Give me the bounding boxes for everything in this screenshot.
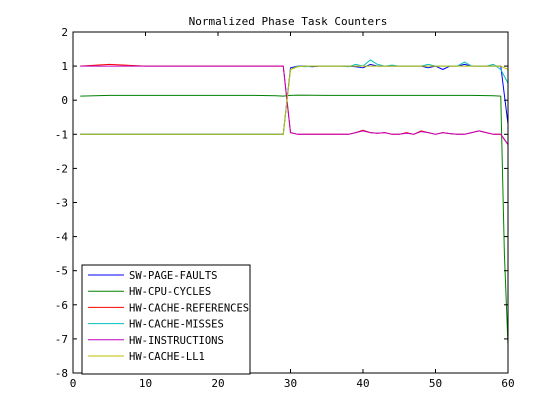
y-tick-label: -5 <box>55 265 68 278</box>
x-tick-label: 0 <box>70 377 77 390</box>
legend-label-hw-cache-references: HW-CACHE-REFERENCES <box>129 302 249 314</box>
series-line-hw-instructions <box>80 65 509 145</box>
x-tick-label: 30 <box>284 377 297 390</box>
y-tick-label: -8 <box>55 367 68 380</box>
x-tick-label: 50 <box>429 377 442 390</box>
legend-label-hw-cpu-cycles: HW-CPU-CYCLES <box>129 286 211 298</box>
legend-label-hw-instructions: HW-INSTRUCTIONS <box>129 335 224 347</box>
y-tick-label: 2 <box>61 26 68 39</box>
series-line-hw-cache-misses <box>80 59 509 135</box>
series-layer <box>80 59 509 346</box>
y-tick-label: 0 <box>61 94 68 107</box>
x-tick-label: 20 <box>211 377 224 390</box>
y-tick-label: 1 <box>61 60 68 73</box>
legend: SW-PAGE-FAULTS HW-CPU-CYCLES HW-CACHE-REFE… <box>81 264 251 375</box>
x-tick-label: 10 <box>139 377 152 390</box>
chart-title: Normalized Phase Task Counters <box>189 15 388 28</box>
x-tick-label: 40 <box>356 377 369 390</box>
y-tick-label: -7 <box>55 333 68 346</box>
y-tick-label: -2 <box>55 162 68 175</box>
series-line-sw-page-faults <box>80 63 509 135</box>
series-line-hw-cache-ll1 <box>80 65 509 135</box>
legend-label-hw-cache-ll1: HW-CACHE-LL1 <box>129 351 205 363</box>
y-tick-label: -6 <box>55 299 68 312</box>
y-tick-label: -3 <box>55 197 68 210</box>
y-tick-label: -1 <box>55 128 68 141</box>
y-tick-label: -4 <box>55 231 69 244</box>
x-tick-label: 60 <box>501 377 514 390</box>
legend-label-sw-page-faults: SW-PAGE-FAULTS <box>129 270 218 282</box>
legend-label-hw-cache-misses: HW-CACHE-MISSES <box>129 319 224 331</box>
series-line-hw-cpu-cycles <box>80 94 509 346</box>
tick-layer: 0 10 20 30 40 50 60 -8 -7 -6 -5 -4 -3 -2 -1 0 1 2 <box>55 26 515 390</box>
